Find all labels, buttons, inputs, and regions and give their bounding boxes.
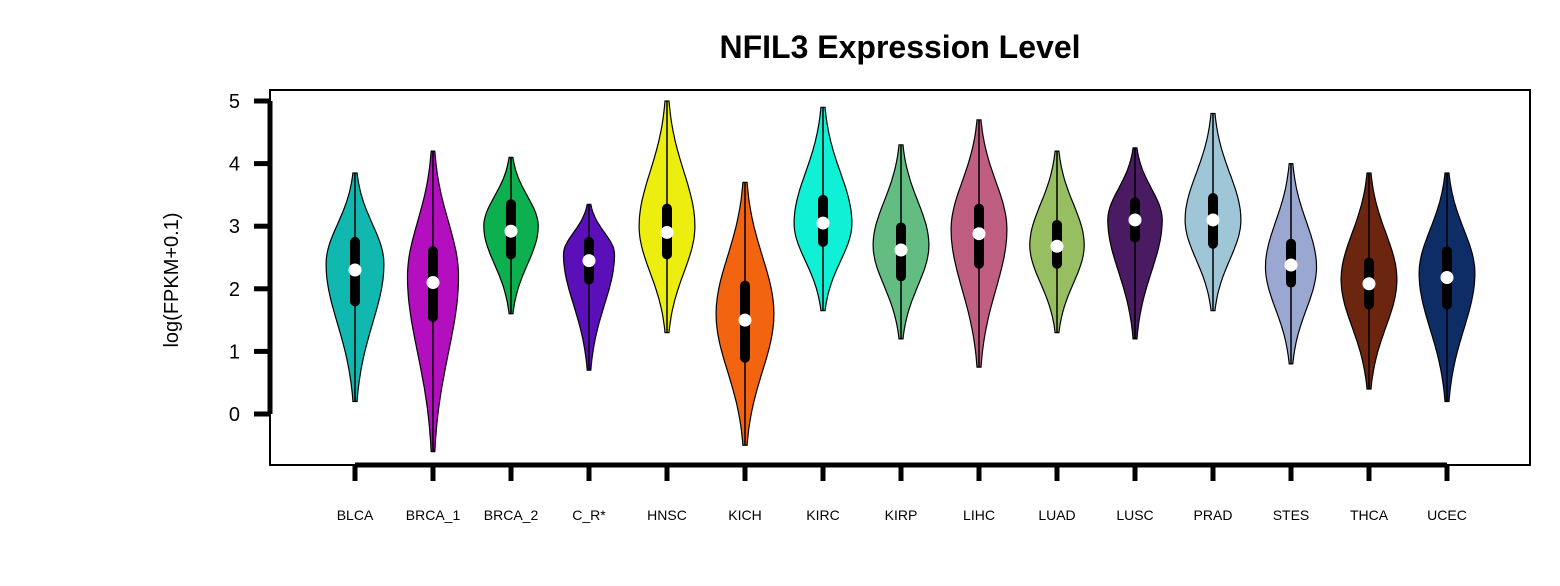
violin-group bbox=[793, 106, 853, 312]
x-tick-label: KICH bbox=[728, 507, 761, 523]
violin-group bbox=[562, 203, 616, 371]
chart-title: NFIL3 Expression Level bbox=[719, 29, 1080, 65]
x-tick-label: PRAD bbox=[1194, 507, 1233, 523]
violin-median-point bbox=[504, 224, 518, 238]
y-tick-label: 3 bbox=[229, 216, 240, 238]
violin-median-point bbox=[660, 225, 674, 239]
violin-median-point bbox=[972, 227, 986, 241]
violin-median-point bbox=[1050, 239, 1064, 253]
x-tick-label: C_R* bbox=[572, 507, 606, 523]
violin-group bbox=[1107, 147, 1163, 340]
violin-median-point bbox=[894, 243, 908, 257]
x-tick-label: BRCA_1 bbox=[406, 507, 461, 523]
x-tick-label: LUSC bbox=[1116, 507, 1153, 523]
x-tick-label: KIRP bbox=[885, 507, 918, 523]
violin-group bbox=[1418, 172, 1476, 403]
violin-median-point bbox=[582, 254, 596, 268]
violin-group bbox=[325, 172, 385, 403]
y-tick-label: 0 bbox=[229, 404, 240, 426]
violin-median-point bbox=[348, 263, 362, 277]
violin-group bbox=[1184, 112, 1242, 312]
y-axis-label: log(FPKM+0.1) bbox=[161, 212, 183, 347]
violin-median-point bbox=[816, 216, 830, 230]
x-tick-label: BRCA_2 bbox=[484, 507, 539, 523]
violin-median-point bbox=[426, 276, 440, 290]
violin-group bbox=[715, 181, 775, 446]
violin-median-point bbox=[1362, 277, 1376, 291]
axes: 0 1 2 3 4 5 bbox=[229, 91, 1450, 481]
x-tick-label: LUAD bbox=[1038, 507, 1075, 523]
x-tick-labels: BLCA BRCA_1 BRCA_2 C_R* HNSC KICH KIRC KIRP LIHC… bbox=[337, 507, 1467, 523]
x-tick-label: THCA bbox=[1350, 507, 1389, 523]
violin-group bbox=[950, 119, 1008, 368]
violin-median-point bbox=[1284, 258, 1298, 272]
violin-median-point bbox=[1206, 213, 1220, 227]
violin-group bbox=[1264, 163, 1318, 365]
y-tick-label: 4 bbox=[229, 154, 240, 176]
y-tick-label: 2 bbox=[229, 279, 240, 301]
x-tick-label: BLCA bbox=[337, 507, 374, 523]
violin-group bbox=[1029, 150, 1085, 334]
x-tick-label: STES bbox=[1273, 507, 1310, 523]
violin-group bbox=[872, 144, 930, 340]
violin-median-point bbox=[738, 313, 752, 327]
violins bbox=[325, 100, 1476, 453]
violin-median-point bbox=[1128, 213, 1142, 227]
violin-group bbox=[483, 156, 539, 315]
violin-median-point bbox=[1440, 271, 1454, 285]
x-tick-label: KIRC bbox=[806, 507, 839, 523]
y-tick-label: 1 bbox=[229, 341, 240, 363]
violin-group bbox=[638, 100, 696, 334]
violin-group bbox=[1340, 172, 1398, 390]
violin-group bbox=[406, 150, 460, 453]
x-tick-label: HNSC bbox=[647, 507, 687, 523]
y-tick-label: 5 bbox=[229, 91, 240, 113]
x-tick-label: LIHC bbox=[963, 507, 995, 523]
x-tick-label: UCEC bbox=[1427, 507, 1467, 523]
